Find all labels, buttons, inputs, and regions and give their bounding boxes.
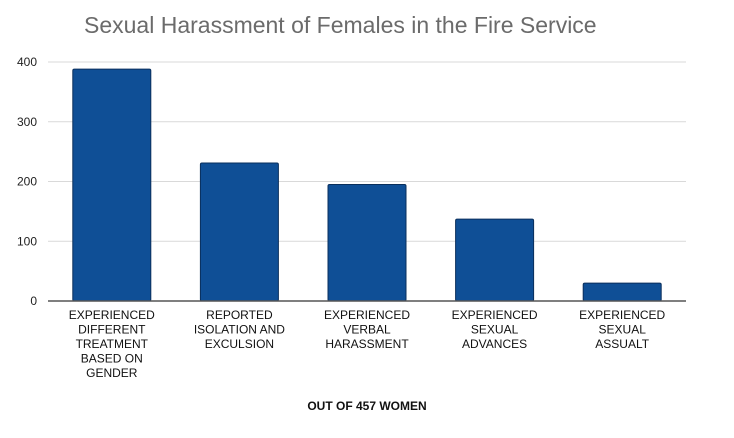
y-tick-label: 0	[30, 294, 37, 308]
bar	[455, 218, 535, 302]
x-tick-label-line: REPORTED	[206, 308, 273, 322]
y-tick-label: 400	[17, 55, 37, 69]
x-tick-label-line: VERBAL	[343, 323, 391, 337]
y-tick-label: 200	[17, 175, 37, 189]
bar	[582, 282, 662, 302]
x-tick-label-line: EXPERIENCED	[69, 308, 155, 322]
x-tick-label: EXPERIENCED DIFFERENT TREATMENT BASED ON GEN…	[69, 308, 155, 380]
x-tick-label-line: EXPERIENCED	[324, 308, 410, 322]
x-axis-label: OUT OF 457 WOMEN	[307, 399, 427, 413]
x-tick-label-line: EXCULSION	[205, 337, 274, 351]
x-tick-label: EXPERIENCED SEXUAL ADVANCES	[452, 308, 538, 351]
bar	[199, 162, 279, 302]
x-tick-label-line: EXPERIENCED	[452, 308, 538, 322]
bar	[72, 68, 152, 302]
x-tick-label-line: EXPERIENCED	[579, 308, 665, 322]
x-tick-label-line: BASED ON	[81, 352, 143, 366]
chart-title: Sexual Harassment of Females in the Fire…	[84, 12, 597, 38]
x-tick-label-line: HARASSMENT	[325, 337, 409, 351]
x-tick-label-line: SEXUAL	[471, 323, 519, 337]
x-tick-label: EXPERIENCED VERBAL HARASSMENT	[324, 308, 410, 351]
bar	[327, 183, 407, 302]
x-tick-label-line: ADVANCES	[462, 337, 527, 351]
x-tick-label-line: ISOLATION AND	[194, 323, 285, 337]
x-tick-label: EXPERIENCED SEXUAL ASSUALT	[579, 308, 665, 351]
x-tick-label-line: DIFFERENT	[78, 323, 146, 337]
x-tick-label-line: ASSUALT	[595, 337, 649, 351]
x-tick-label-line: TREATMENT	[76, 337, 149, 351]
y-tick-label: 300	[17, 115, 37, 129]
y-tick-label: 100	[17, 234, 37, 248]
x-tick-label-line: GENDER	[86, 366, 138, 380]
x-tick-label-line: SEXUAL	[599, 323, 647, 337]
x-tick-label: REPORTED ISOLATION AND EXCULSION	[194, 308, 285, 351]
